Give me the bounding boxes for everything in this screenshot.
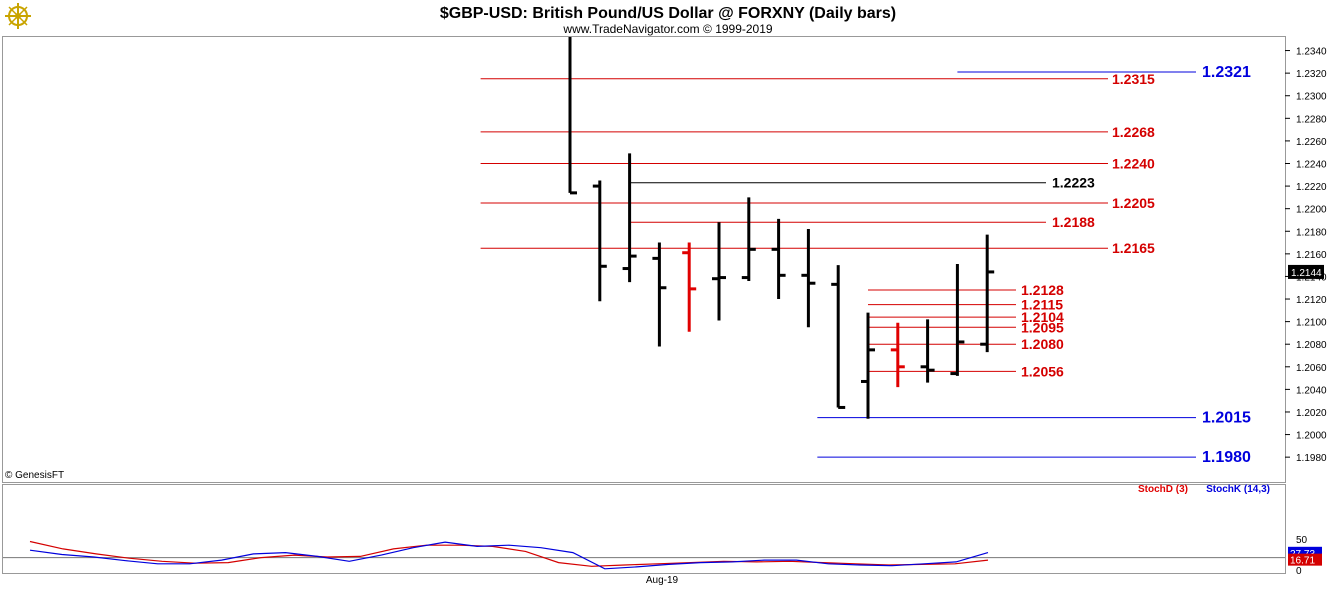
stoch-tick-label: 0	[1296, 566, 1302, 577]
ohlc-bar	[861, 312, 875, 419]
stoch-series-0	[29, 540, 989, 567]
price-tick-label: 1.2180	[1296, 227, 1327, 238]
price-bars	[568, 37, 995, 419]
level-label-1.2315: 1.2315	[1112, 71, 1155, 87]
stoch-tick-label: 50	[1296, 535, 1308, 546]
price-tick-label: 1.1980	[1296, 453, 1327, 464]
price-tick-label: 1.2340	[1296, 47, 1327, 58]
stochd-legend: StochD (3)	[1138, 484, 1188, 495]
price-axis: 1.2340 1.2320 1.2300 1.2280 1.2260 1.2240 1.22…	[1285, 47, 1327, 464]
level-label-1.2240: 1.2240	[1112, 155, 1155, 171]
price-tick-label: 1.2260	[1296, 137, 1327, 148]
ohlc-bar	[950, 264, 965, 376]
ohlc-bar	[831, 265, 846, 409]
ohlc-bar	[741, 197, 756, 281]
price-tick-label: 1.2300	[1296, 92, 1327, 103]
stoch-badge	[1288, 553, 1322, 566]
ship-wheel-logo-icon	[5, 3, 31, 29]
stoch-lines	[29, 540, 989, 570]
stoch-series-1	[29, 541, 989, 570]
logo	[5, 3, 31, 29]
price-tick-label: 1.2040	[1296, 385, 1327, 396]
level-label-1.2128: 1.2128	[1021, 282, 1064, 298]
ohlc-bar	[920, 319, 935, 383]
ohlc-bar	[652, 242, 667, 347]
level-label-1.1980: 1.1980	[1202, 449, 1251, 466]
price-tick-label: 1.2120	[1296, 295, 1327, 306]
price-tick-label: 1.2220	[1296, 182, 1327, 193]
ohlc-bar	[682, 242, 697, 332]
ohlc-bar	[771, 218, 786, 300]
price-tick-label: 1.2020	[1296, 408, 1327, 419]
price-tick-label: 1.2100	[1296, 318, 1327, 329]
level-label-1.2321: 1.2321	[1202, 64, 1251, 81]
level-label-1.2095: 1.2095	[1021, 319, 1064, 335]
price-tick-label: 1.2240	[1296, 159, 1327, 170]
stochk-legend: StochK (14,3)	[1206, 484, 1270, 495]
ohlc-bar	[568, 37, 577, 195]
last-price-badge	[1288, 264, 1324, 279]
x-axis-label-aug-19: Aug-19	[646, 575, 679, 586]
level-label-1.2188: 1.2188	[1052, 214, 1095, 230]
last-price-label: 1.2144	[1291, 268, 1322, 279]
ohlc-bar	[801, 229, 816, 328]
level-label-1.2056: 1.2056	[1021, 363, 1064, 379]
ohlc-bar	[890, 322, 905, 388]
level-label-1.2268: 1.2268	[1112, 124, 1155, 140]
price-tick-label: 1.2200	[1296, 205, 1327, 216]
copyright-label: © GenesisFT	[5, 470, 64, 481]
ohlc-bar	[712, 222, 726, 321]
ohlc-bar	[980, 234, 995, 353]
price-tick-label: 1.2000	[1296, 431, 1327, 442]
stoch-badge-label: 16.71	[1290, 556, 1315, 567]
level-label-1.2223: 1.2223	[1052, 175, 1095, 191]
price-tick-label: 1.2280	[1296, 114, 1327, 125]
level-label-1.2104: 1.2104	[1021, 309, 1064, 325]
price-panel-frame	[2, 36, 1286, 483]
price-tick-label: 1.2320	[1296, 69, 1327, 80]
level-label-1.2205: 1.2205	[1112, 195, 1155, 211]
price-tick-label: 1.2060	[1296, 363, 1327, 374]
price-tick-label: 1.2080	[1296, 340, 1327, 351]
level-label-1.2080: 1.2080	[1021, 336, 1064, 352]
chart-subtitle: www.TradeNavigator.com © 1999-2019	[562, 22, 772, 36]
price-tick-label: 1.2160	[1296, 250, 1327, 261]
stoch-panel-frame	[2, 484, 1286, 574]
level-label-1.2015: 1.2015	[1202, 410, 1251, 427]
price-levels: 1.2321 1.2315 1.2268 1.2240 1.2223 1.2205 1.21…	[480, 64, 1251, 466]
chart-title: $GBP-USD: British Pound/US Dollar @ FORX…	[440, 5, 896, 22]
ohlc-bar	[592, 180, 607, 302]
stoch-axis: 50027.7316.71	[1288, 535, 1322, 577]
level-label-1.2165: 1.2165	[1112, 240, 1155, 256]
ohlc-bar	[622, 153, 637, 283]
level-label-1.2115: 1.2115	[1021, 297, 1063, 313]
